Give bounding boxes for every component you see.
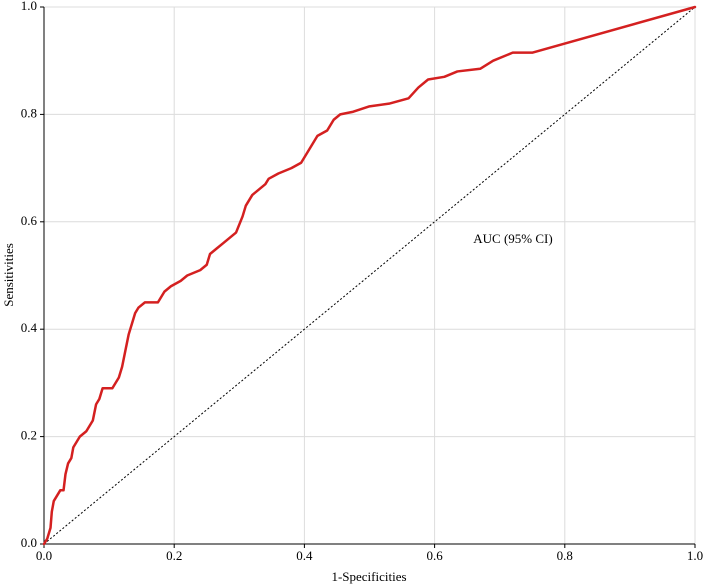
x-tick-label: 0.4: [296, 548, 313, 563]
y-tick-label: 0.6: [21, 213, 38, 228]
y-tick-label: 0.0: [21, 535, 37, 550]
x-tick-label: 0.6: [426, 548, 443, 563]
x-axis-label: 1-Specificities: [331, 569, 406, 584]
y-axis-label: Sensitivities: [1, 243, 16, 307]
roc-curve: [42, 5, 697, 546]
y-tick-label: 0.4: [21, 320, 38, 335]
y-tick-label: 0.2: [21, 428, 37, 443]
x-tick-label: 0.0: [36, 548, 52, 563]
x-tick-label: 0.8: [557, 548, 573, 563]
x-tick-label: 1.0: [687, 548, 703, 563]
y-tick-label: 1.0: [21, 0, 37, 13]
reference-diagonal: [43, 6, 696, 545]
x-tick-label: 0.2: [166, 548, 182, 563]
annotation: AUC (95% CI): [473, 231, 552, 246]
y-tick-label: 0.8: [21, 105, 37, 120]
